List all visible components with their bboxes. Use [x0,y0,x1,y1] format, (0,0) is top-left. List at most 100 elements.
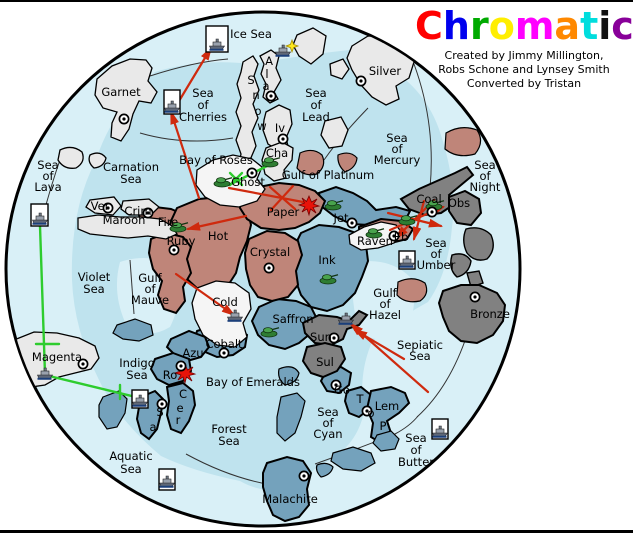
credit-line: Created by Jimmy Millington, [444,49,604,62]
territory-label-cer: e [176,401,183,415]
territory-label-fire: Fire [158,215,179,229]
sea-label-violet-sea: Violet Sea [78,270,111,296]
sea-label-gulf-of-platinum: Gulf of Platinum [282,168,375,182]
attack-arrow [174,272,236,317]
sea-label-sepiatic-sea: Sepiatic Sea [397,338,443,363]
title-letter: h [442,4,470,48]
territory-label-eb: Eb [394,230,409,244]
territory-label-crim: Crim [124,204,151,218]
territory-garnet [94,58,158,142]
title-letter: C [415,4,443,48]
sea-label-sea-of-night: Sea of Night [470,158,501,194]
territory-label-crystal: Crystal [250,245,290,259]
island-bronze-north [466,270,484,288]
port-marker[interactable] [426,206,438,218]
title-letter: i [598,4,612,48]
island-garnet-sw-2 [88,152,107,169]
port-marker[interactable] [469,291,481,303]
territory-malachite [262,455,313,523]
attack-arrow [269,184,295,212]
port-marker[interactable] [346,217,358,229]
territory-label-cobalt: Cobalt [205,337,243,351]
title-letter: c [611,4,633,48]
sea-label-sea-of-cherries: Sea of Cherries [179,86,227,124]
title-letter: o [488,4,515,48]
territory-label-lem: Lem [375,399,399,413]
title-letter: a [554,4,581,48]
territory-label-garnet: Garnet [101,85,141,99]
tank-icon[interactable] [398,214,418,226]
territory-label-snow: w [257,119,266,133]
island-cyan-1 [330,446,376,472]
territory-label-bronze: Bronze [470,307,510,321]
port-marker[interactable] [298,470,310,482]
gulf-of-hazel-water [352,261,414,340]
port-marker[interactable] [263,262,275,274]
port-marker[interactable] [118,113,130,125]
territory-obsidian [448,189,483,227]
island-silver-west [329,58,350,80]
territory-label-cer: r [176,413,181,427]
attack-arrow [185,214,248,231]
territory-label-maroon: Maroon [103,213,146,227]
title-letter: t [580,4,599,48]
territory-maroon [77,214,178,240]
territory-sul [301,341,347,379]
territory-label-go: Go [334,383,350,397]
territory-label-snow: n [252,88,259,102]
island-night-chain-2 [450,253,472,278]
attack-arrow [386,211,444,228]
territory-label-raven: Raven [357,234,393,248]
attack-arrow [169,109,201,200]
island-hazel [396,278,428,303]
territory-label-magenta: Magenta [32,350,82,364]
territory-label-sa: S [156,405,163,419]
port-marker[interactable] [277,133,289,145]
credit-line: Robs Schone and Lynsey Smith [438,63,610,76]
move-line [228,171,244,187]
island-night-chain-1 [463,227,494,261]
territory-label-sun: Sun [310,330,332,344]
title-letter: m [514,4,555,48]
island-forest [276,392,306,442]
island-platinum-1 [296,149,325,176]
credit-line: Converted by Tristan [466,77,582,90]
territory-label-azu: Azu [182,346,203,360]
tank-icon[interactable] [213,176,233,188]
territory-label-to: o [367,406,374,420]
territory-label-p: P [380,419,387,433]
sea-label-carnation-sea: Carnation Sea [103,160,159,186]
territory-label-iv: Iv [275,121,285,135]
port-marker[interactable] [175,360,187,372]
sea-label-sea-of-umber: Sea of Umber [417,236,456,272]
territory-label-cha: Cha [266,146,288,160]
territory-label-snow: S [247,73,254,87]
island-emeralds [278,366,300,386]
territory-label-paper: Paper [267,205,300,219]
tank-icon[interactable] [319,273,339,285]
territory-label-saffron: Saffron [272,312,313,326]
territory-label-ala: l [265,67,268,81]
territory-label-ala: a [262,79,269,93]
tank-icon[interactable] [324,199,344,211]
port-marker[interactable] [355,75,367,87]
territory-label-malachite: Malachite [262,492,318,506]
attack-arrow [353,328,406,361]
territory-bronze [437,284,507,345]
tank-icon[interactable] [260,326,280,338]
attack-arrow [227,186,305,204]
territory-cerulean [165,381,197,435]
territory-label-ruby: Ruby [167,234,196,248]
territory-label-sul: Sul [316,355,334,369]
territory-label-to: T [355,392,364,406]
app-title: Chromatic [415,4,633,48]
credits: Created by Jimmy Millington, Robs Schone … [415,49,633,91]
territory-label-jet: Jet [333,211,349,225]
territory-label-coal: Coal [416,192,441,206]
sea-label-bay-of-emeralds: Bay of Emeralds [206,375,300,389]
territory-label-obs: Obs [448,196,470,210]
territory-label-snow: o [254,104,261,118]
attack-arrow [174,46,213,108]
island-night [444,127,482,157]
